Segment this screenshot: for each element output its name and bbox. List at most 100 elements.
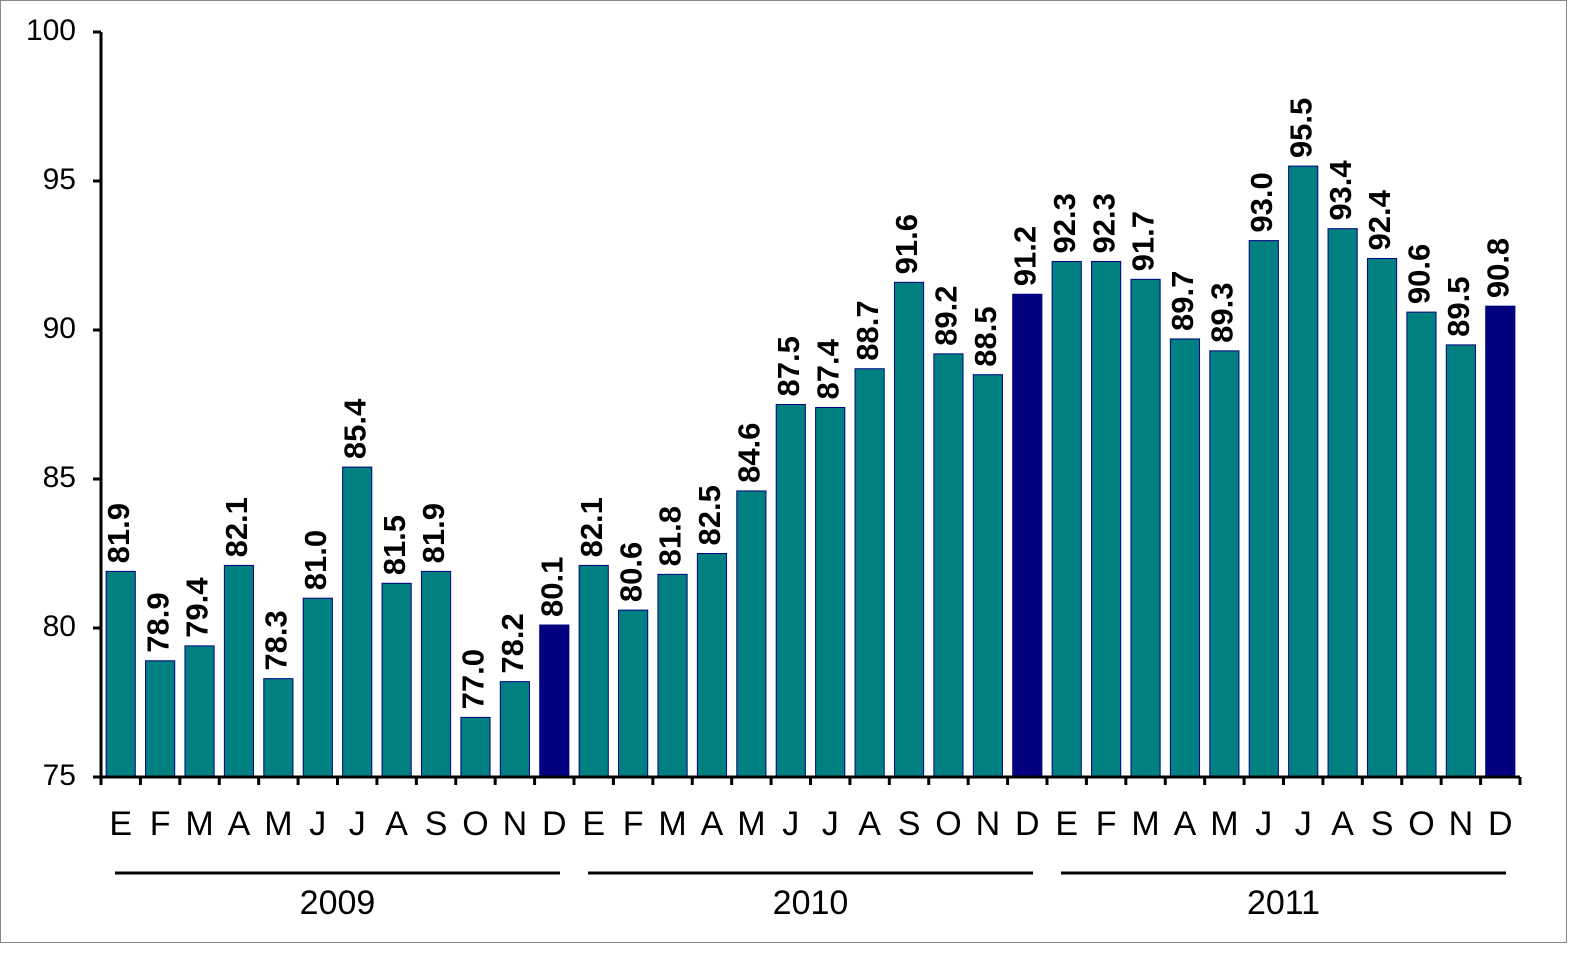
bar bbox=[933, 353, 964, 778]
bar bbox=[460, 716, 491, 778]
bar bbox=[420, 570, 452, 778]
x-tick-label: S bbox=[898, 805, 921, 843]
value-label: 89.3 bbox=[1205, 283, 1240, 343]
y-tick-label: 75 bbox=[43, 759, 76, 792]
y-tick-label: 85 bbox=[43, 461, 76, 494]
x-tick-label: A bbox=[701, 805, 724, 843]
value-label: 92.3 bbox=[1086, 193, 1121, 253]
value-label: 79.4 bbox=[180, 577, 215, 638]
bar bbox=[893, 281, 925, 778]
y-tick-label: 80 bbox=[43, 610, 76, 643]
bar bbox=[972, 374, 1003, 778]
bar bbox=[381, 582, 412, 778]
bar bbox=[1288, 165, 1319, 778]
bar bbox=[854, 368, 885, 778]
value-label: 92.4 bbox=[1362, 189, 1397, 250]
x-tick-label: N bbox=[976, 805, 1001, 843]
y-tick-label: 100 bbox=[26, 14, 76, 47]
x-tick-label: J bbox=[1255, 805, 1272, 843]
x-tick-label: A bbox=[1331, 805, 1354, 843]
x-tick-label: O bbox=[935, 805, 961, 843]
value-label: 81.0 bbox=[298, 530, 333, 590]
value-label: 89.7 bbox=[1165, 271, 1200, 331]
bar bbox=[1485, 305, 1516, 778]
value-label: 82.1 bbox=[219, 497, 254, 557]
bar bbox=[302, 597, 333, 778]
value-label: 95.5 bbox=[1283, 98, 1318, 158]
value-label: 80.1 bbox=[534, 557, 569, 617]
bar bbox=[263, 678, 294, 778]
value-label: 90.8 bbox=[1480, 238, 1515, 298]
x-tick-label: M bbox=[264, 805, 292, 843]
x-tick-label: D bbox=[1488, 805, 1513, 843]
value-label: 93.0 bbox=[1244, 172, 1279, 232]
bar bbox=[1327, 228, 1358, 778]
value-label: 91.7 bbox=[1126, 211, 1161, 271]
year-label: 2009 bbox=[300, 884, 376, 922]
x-tick-label: D bbox=[542, 805, 567, 843]
value-label: 87.5 bbox=[771, 336, 806, 396]
x-tick-label: S bbox=[1371, 805, 1394, 843]
bar bbox=[1445, 344, 1476, 778]
value-label: 81.5 bbox=[377, 515, 412, 575]
value-label: 78.2 bbox=[495, 613, 530, 673]
x-tick-label: M bbox=[1210, 805, 1238, 843]
x-tick-label: J bbox=[782, 805, 799, 843]
x-tick-label: N bbox=[503, 805, 528, 843]
x-tick-label: A bbox=[1174, 805, 1197, 843]
x-tick-label: A bbox=[385, 805, 408, 843]
bar bbox=[1169, 338, 1201, 778]
bar bbox=[342, 466, 373, 778]
x-tick-label: F bbox=[1096, 805, 1117, 843]
value-label: 88.7 bbox=[850, 300, 885, 360]
bar bbox=[696, 553, 728, 778]
x-tick-label: D bbox=[1015, 805, 1040, 843]
bar bbox=[145, 660, 176, 778]
x-tick-label: J bbox=[309, 805, 326, 843]
bar bbox=[1012, 293, 1043, 778]
value-label: 89.2 bbox=[929, 285, 964, 345]
value-label: 81.9 bbox=[416, 503, 451, 563]
value-label: 85.4 bbox=[337, 398, 372, 459]
x-tick-label: E bbox=[109, 805, 132, 843]
bar bbox=[539, 624, 570, 778]
bar bbox=[499, 681, 530, 778]
value-label: 78.9 bbox=[140, 592, 175, 652]
bar bbox=[618, 609, 649, 778]
bar bbox=[578, 564, 609, 778]
x-tick-label: M bbox=[1131, 805, 1159, 843]
bar bbox=[1051, 260, 1082, 778]
value-label: 91.6 bbox=[889, 214, 924, 274]
value-label: 80.6 bbox=[613, 542, 648, 602]
x-tick-label: J bbox=[822, 805, 839, 843]
bar bbox=[815, 406, 846, 778]
bar bbox=[1130, 278, 1161, 778]
bar bbox=[736, 490, 767, 778]
bar bbox=[775, 404, 806, 778]
bar bbox=[184, 645, 215, 778]
bar bbox=[1366, 257, 1398, 778]
y-tick-label: 90 bbox=[43, 312, 76, 345]
value-label: 93.4 bbox=[1323, 160, 1358, 221]
year-label: 2011 bbox=[1247, 884, 1320, 922]
value-label: 90.6 bbox=[1402, 244, 1437, 304]
bar bbox=[1209, 350, 1240, 778]
x-tick-label: F bbox=[623, 805, 644, 843]
year-label: 2010 bbox=[773, 884, 849, 922]
bar bbox=[105, 570, 136, 778]
bar bbox=[657, 573, 688, 778]
value-label: 81.9 bbox=[101, 503, 136, 563]
value-label: 88.5 bbox=[968, 306, 1003, 366]
x-tick-label: E bbox=[1055, 805, 1078, 843]
value-label: 78.3 bbox=[259, 610, 294, 670]
value-label: 82.5 bbox=[692, 485, 727, 545]
x-tick-label: J bbox=[349, 805, 366, 843]
value-label: 77.0 bbox=[456, 649, 491, 709]
x-tick-label: M bbox=[185, 805, 213, 843]
bar bbox=[223, 564, 255, 778]
bar bbox=[1406, 311, 1437, 778]
x-tick-label: O bbox=[462, 805, 488, 843]
x-tick-label: M bbox=[658, 805, 686, 843]
x-tick-label: E bbox=[582, 805, 605, 843]
value-label: 84.6 bbox=[732, 423, 767, 483]
